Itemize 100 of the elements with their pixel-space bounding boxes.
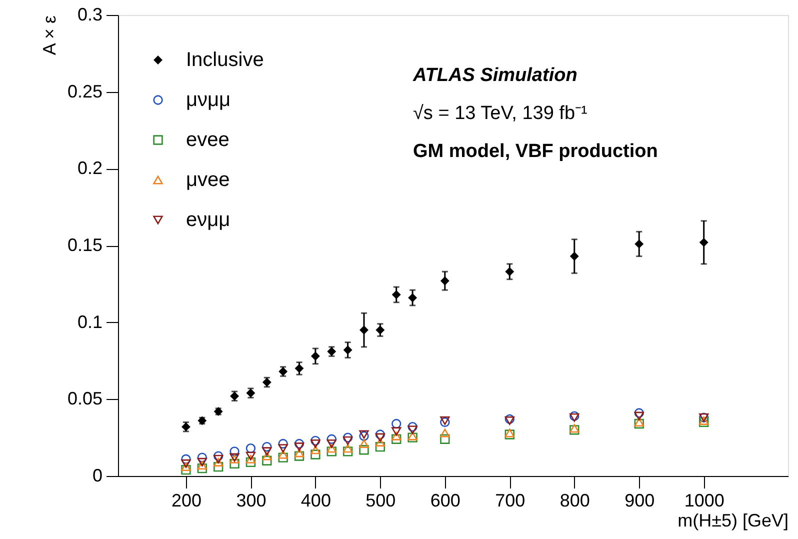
- point: [342, 432, 353, 442]
- point: [634, 418, 644, 426]
- x-tick-label: 900: [624, 490, 655, 510]
- point: [360, 326, 368, 334]
- point: [294, 364, 304, 373]
- point: [310, 436, 320, 446]
- point: [214, 458, 224, 466]
- point: [181, 454, 191, 464]
- y-tick-label: 0.15: [67, 235, 102, 255]
- point: [376, 326, 385, 334]
- point: [294, 448, 304, 458]
- x-tick-label: 300: [236, 490, 266, 510]
- y-tick-label: 0: [92, 466, 102, 486]
- point: [375, 433, 386, 442]
- x-tick-label: 200: [171, 490, 202, 510]
- point: [230, 458, 240, 469]
- y-tick-label: 0.1: [77, 312, 102, 332]
- point: [326, 444, 336, 453]
- point: [246, 457, 256, 468]
- point: [262, 456, 272, 466]
- point: [262, 442, 272, 452]
- point: [197, 452, 207, 462]
- point: [246, 454, 256, 464]
- x-tick-label: 500: [366, 490, 396, 510]
- point: [408, 422, 418, 432]
- x-tick-label: 1000: [684, 490, 724, 510]
- point: [570, 252, 579, 261]
- point: [197, 458, 207, 466]
- point: [294, 442, 304, 452]
- x-tick-label: 700: [495, 490, 526, 510]
- legend-label: Inclusive: [186, 49, 264, 71]
- point: [342, 446, 353, 456]
- point: [343, 346, 352, 354]
- x-axis-title: m(H±5) [GeV]: [678, 510, 788, 530]
- point: [310, 450, 320, 460]
- point: [699, 416, 709, 425]
- point: [634, 408, 644, 418]
- point: [214, 454, 224, 464]
- point: [359, 439, 369, 448]
- x-tick-label: 600: [430, 490, 460, 510]
- x-tick-label: 800: [560, 490, 590, 510]
- point: [262, 452, 272, 460]
- point: [230, 446, 240, 456]
- legend-label: μvee: [186, 169, 230, 191]
- point: [408, 293, 418, 302]
- point: [310, 352, 320, 361]
- point: [634, 239, 644, 248]
- y-tick-label: 0.3: [77, 4, 102, 24]
- y-tick-label: 0.2: [77, 158, 102, 178]
- point: [181, 462, 191, 472]
- point: [197, 463, 207, 474]
- point: [440, 428, 450, 438]
- legend-label: eνμμ: [186, 209, 230, 231]
- point: [326, 434, 336, 444]
- y-tick-label: 0.25: [67, 81, 102, 102]
- annotation: GM model, VBF production: [413, 141, 658, 162]
- y-axis-title: A × ε: [39, 16, 60, 56]
- annotation: ATLAS Simulation: [412, 65, 578, 86]
- point: [326, 439, 336, 448]
- point: [359, 445, 369, 455]
- point: [375, 430, 386, 440]
- point: [699, 238, 708, 247]
- point: [392, 418, 402, 429]
- point: [342, 436, 353, 445]
- legend-label: μνμμ: [186, 89, 231, 111]
- point: [392, 427, 402, 436]
- point: [214, 462, 224, 472]
- point: [375, 438, 386, 446]
- point: [634, 418, 644, 429]
- annotation: √s = 13 TeV, 139 fb⁻¹: [413, 103, 588, 124]
- point: [634, 412, 644, 420]
- point: [375, 442, 386, 452]
- point: [294, 451, 304, 461]
- point: [440, 434, 450, 444]
- point: [310, 446, 320, 454]
- point: [181, 465, 191, 475]
- point: [699, 417, 709, 428]
- point: [278, 444, 288, 453]
- legend-label: evee: [186, 129, 230, 151]
- point: [392, 434, 402, 444]
- point: [392, 432, 402, 440]
- point: [278, 450, 288, 459]
- point: [326, 446, 336, 456]
- point: [262, 447, 272, 456]
- point: [214, 451, 224, 461]
- point: [294, 438, 304, 449]
- y-tick-label: 0.05: [67, 388, 102, 409]
- point: [246, 444, 256, 454]
- point: [278, 452, 288, 462]
- point: [278, 438, 288, 449]
- point: [310, 439, 320, 448]
- point: [181, 459, 191, 468]
- x-tick-label: 400: [300, 490, 331, 510]
- point: [342, 444, 353, 453]
- point: [505, 267, 514, 276]
- point: [392, 290, 401, 300]
- point: [246, 452, 256, 460]
- point: [408, 426, 418, 434]
- point: [197, 460, 207, 470]
- point: [440, 276, 450, 286]
